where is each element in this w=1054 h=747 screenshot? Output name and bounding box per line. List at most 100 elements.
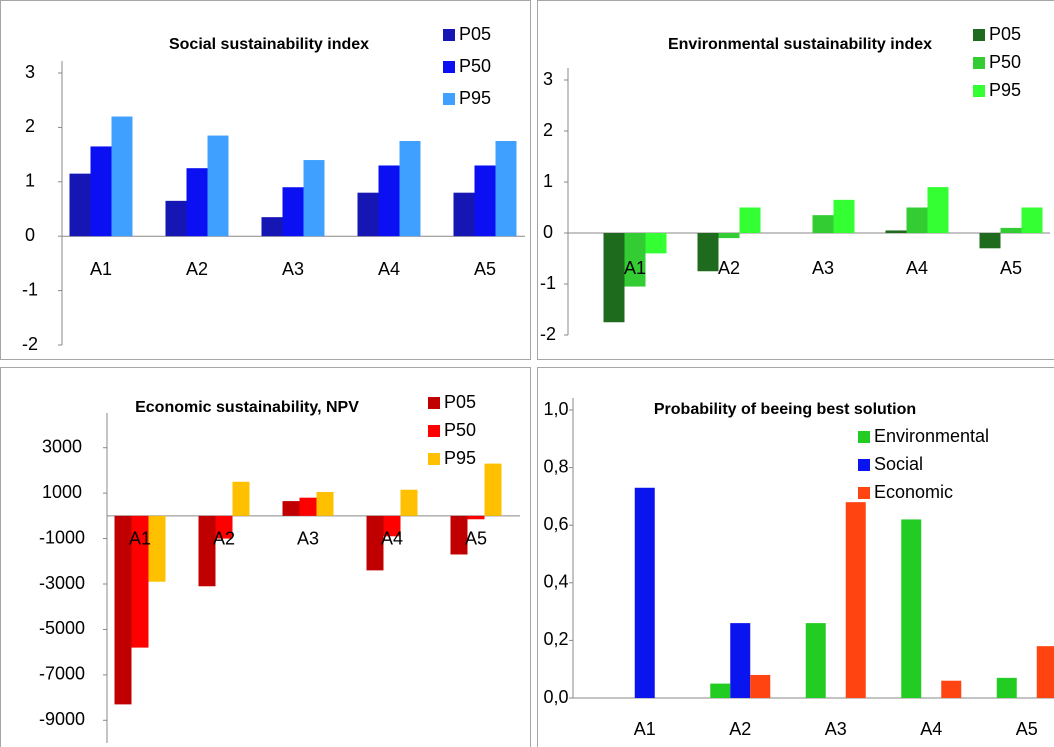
y-tick-label: -5000 bbox=[39, 618, 85, 638]
bar bbox=[450, 515, 468, 555]
bar bbox=[941, 680, 962, 698]
legend-label: P95 bbox=[989, 80, 1021, 100]
legend-swatch bbox=[443, 93, 455, 105]
bar bbox=[833, 199, 855, 233]
bar bbox=[111, 116, 133, 237]
bar bbox=[885, 230, 907, 233]
legend-swatch bbox=[858, 459, 870, 471]
y-tick-label: 3 bbox=[543, 69, 553, 89]
bar bbox=[697, 233, 719, 272]
bar bbox=[996, 677, 1017, 698]
bar bbox=[927, 187, 949, 233]
legend-swatch bbox=[973, 85, 985, 97]
bar bbox=[165, 200, 187, 237]
bar bbox=[282, 501, 300, 516]
bar bbox=[624, 233, 646, 287]
legend-swatch bbox=[973, 57, 985, 69]
bar bbox=[316, 492, 334, 516]
x-tick-label: A4 bbox=[381, 529, 403, 549]
y-tick-label: 1 bbox=[25, 171, 35, 191]
x-tick-label: A1 bbox=[129, 529, 151, 549]
legend-swatch bbox=[858, 487, 870, 499]
bar bbox=[495, 141, 517, 237]
y-tick-label: 0 bbox=[25, 225, 35, 245]
bar bbox=[634, 487, 655, 698]
legend-swatch bbox=[443, 61, 455, 73]
bar bbox=[979, 233, 1001, 249]
bar bbox=[207, 135, 229, 237]
bar bbox=[901, 519, 922, 698]
legend-swatch bbox=[973, 29, 985, 41]
legend-swatch bbox=[428, 425, 440, 437]
legend-label: Environmental bbox=[874, 426, 989, 446]
bar bbox=[366, 515, 384, 571]
bar bbox=[69, 173, 91, 237]
legend-swatch bbox=[443, 29, 455, 41]
bar bbox=[148, 515, 166, 582]
panel bbox=[537, 367, 1054, 747]
legend-label: P95 bbox=[444, 448, 476, 468]
x-tick-label: A5 bbox=[1016, 719, 1038, 739]
legend-swatch bbox=[428, 397, 440, 409]
bar bbox=[453, 192, 475, 237]
bar bbox=[383, 515, 401, 537]
x-tick-label: A4 bbox=[378, 259, 400, 279]
bar bbox=[186, 168, 208, 237]
bar bbox=[198, 515, 216, 587]
legend-label: Social bbox=[874, 454, 923, 474]
legend-label: P05 bbox=[444, 392, 476, 412]
legend-label: P50 bbox=[444, 420, 476, 440]
y-tick-label: 0,6 bbox=[543, 514, 568, 534]
bar bbox=[730, 623, 751, 698]
x-tick-label: A1 bbox=[634, 719, 656, 739]
y-tick-label: 1000 bbox=[42, 482, 82, 502]
bar bbox=[710, 683, 731, 698]
x-tick-label: A3 bbox=[297, 529, 319, 549]
y-tick-label: -7000 bbox=[39, 664, 85, 684]
panel bbox=[0, 367, 531, 747]
bar bbox=[299, 497, 317, 516]
bar bbox=[474, 165, 496, 237]
legend-swatch bbox=[428, 453, 440, 465]
bar bbox=[467, 515, 485, 520]
y-tick-label: 0,0 bbox=[543, 687, 568, 707]
bar bbox=[303, 160, 325, 237]
y-tick-label: -1000 bbox=[39, 527, 85, 547]
x-tick-label: A2 bbox=[186, 259, 208, 279]
bar bbox=[400, 489, 418, 516]
bar bbox=[484, 463, 502, 516]
bar bbox=[1000, 227, 1022, 233]
legend-label: P50 bbox=[459, 56, 491, 76]
bar bbox=[812, 215, 834, 233]
bar bbox=[845, 502, 866, 698]
y-tick-label: 0,2 bbox=[543, 629, 568, 649]
bar bbox=[282, 187, 304, 237]
y-tick-label: -9000 bbox=[39, 709, 85, 729]
x-tick-label: A4 bbox=[906, 258, 928, 278]
y-tick-label: 1 bbox=[543, 171, 553, 191]
chart-title: Probability of beeing best solution bbox=[654, 401, 916, 418]
y-tick-label: -2 bbox=[22, 334, 38, 354]
bar bbox=[603, 233, 625, 323]
y-tick-label: 0,8 bbox=[543, 456, 568, 476]
bar bbox=[805, 623, 826, 698]
x-tick-label: A2 bbox=[718, 258, 740, 278]
y-tick-label: -3000 bbox=[39, 573, 85, 593]
legend-label: P05 bbox=[459, 24, 491, 44]
x-tick-label: A2 bbox=[729, 719, 751, 739]
bar bbox=[399, 141, 421, 237]
x-tick-label: A3 bbox=[825, 719, 847, 739]
legend-label: P50 bbox=[989, 52, 1021, 72]
y-tick-label: 0,4 bbox=[543, 572, 568, 592]
y-tick-label: 3 bbox=[25, 62, 35, 82]
bar bbox=[906, 207, 928, 233]
bar bbox=[1021, 207, 1043, 233]
y-tick-label: -2 bbox=[540, 324, 556, 344]
x-tick-label: A4 bbox=[920, 719, 942, 739]
bar bbox=[261, 217, 283, 237]
bar bbox=[131, 515, 149, 648]
bar bbox=[90, 146, 112, 237]
legend-label: P05 bbox=[989, 24, 1021, 44]
bar bbox=[645, 233, 667, 254]
